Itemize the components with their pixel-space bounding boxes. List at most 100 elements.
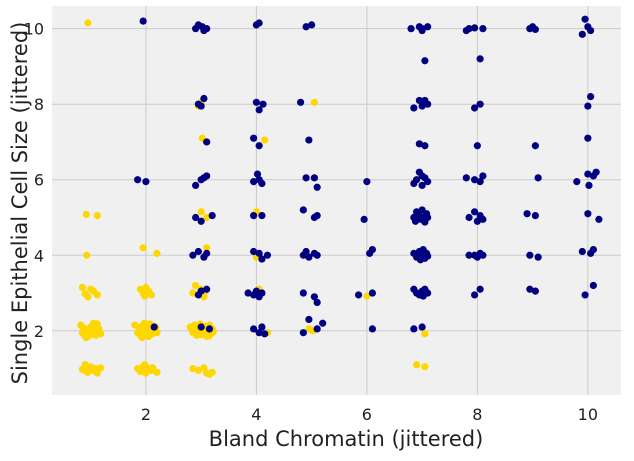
data-point bbox=[310, 98, 319, 106]
data-point bbox=[578, 247, 586, 256]
data-point bbox=[197, 208, 205, 216]
data-point bbox=[534, 174, 542, 182]
data-point bbox=[203, 213, 211, 222]
data-point bbox=[584, 102, 592, 110]
x-axis-label: Bland Chromatin (jittered) bbox=[209, 427, 484, 451]
data-point bbox=[89, 287, 98, 295]
data-point bbox=[465, 213, 473, 222]
data-point bbox=[244, 289, 252, 297]
data-point bbox=[197, 217, 205, 225]
data-point bbox=[418, 102, 426, 110]
y-tick-label: 10 bbox=[24, 20, 44, 39]
data-point bbox=[421, 57, 429, 65]
data-point bbox=[354, 291, 363, 299]
data-point bbox=[363, 178, 371, 186]
data-point bbox=[197, 287, 205, 295]
data-point bbox=[531, 25, 539, 34]
data-point bbox=[205, 332, 213, 340]
data-point bbox=[261, 330, 269, 338]
data-point bbox=[79, 324, 88, 332]
data-point bbox=[94, 328, 103, 336]
data-point bbox=[81, 361, 89, 369]
data-point bbox=[473, 217, 481, 225]
data-point bbox=[410, 104, 418, 112]
data-point bbox=[465, 25, 473, 33]
data-point bbox=[134, 176, 142, 184]
data-point bbox=[192, 327, 200, 335]
data-point bbox=[82, 210, 90, 219]
data-point bbox=[84, 293, 92, 301]
x-tick-label: 6 bbox=[362, 405, 372, 424]
data-point bbox=[78, 283, 86, 291]
data-point bbox=[313, 298, 321, 307]
data-point bbox=[83, 251, 91, 259]
data-point bbox=[87, 330, 95, 339]
data-point bbox=[585, 181, 593, 189]
data-point bbox=[255, 249, 263, 257]
data-point bbox=[255, 329, 263, 337]
data-point bbox=[255, 19, 263, 27]
data-point bbox=[418, 323, 426, 331]
y-tick-label: 6 bbox=[34, 171, 44, 190]
data-point bbox=[473, 142, 481, 150]
data-point bbox=[252, 287, 260, 295]
data-point bbox=[360, 215, 368, 223]
y-tick-label: 2 bbox=[34, 322, 44, 341]
data-point bbox=[476, 178, 484, 186]
data-point bbox=[198, 23, 206, 31]
data-point bbox=[526, 285, 534, 293]
data-point bbox=[319, 319, 327, 327]
data-point bbox=[479, 25, 487, 33]
data-point bbox=[141, 361, 149, 369]
data-point bbox=[526, 251, 534, 259]
data-point bbox=[302, 174, 310, 182]
data-point bbox=[296, 98, 305, 106]
data-point bbox=[421, 330, 429, 338]
data-point bbox=[424, 23, 432, 31]
data-point bbox=[203, 172, 211, 180]
data-point bbox=[258, 323, 266, 331]
data-point bbox=[592, 168, 600, 176]
y-tick-labels: 2 4 6 8 10 bbox=[24, 20, 44, 341]
data-point bbox=[141, 292, 149, 300]
data-point bbox=[531, 287, 539, 295]
data-point bbox=[139, 244, 147, 252]
data-point bbox=[313, 251, 321, 259]
data-point bbox=[255, 142, 263, 150]
data-point bbox=[255, 106, 263, 114]
data-point bbox=[363, 292, 371, 300]
data-point bbox=[299, 329, 307, 337]
data-point bbox=[203, 285, 211, 293]
data-point bbox=[471, 176, 479, 184]
data-point bbox=[263, 251, 272, 259]
data-point bbox=[200, 293, 208, 301]
data-point bbox=[203, 138, 211, 146]
data-point bbox=[313, 325, 321, 333]
data-point bbox=[258, 289, 266, 297]
data-point bbox=[208, 212, 216, 220]
data-point bbox=[531, 212, 539, 220]
data-point bbox=[368, 245, 377, 254]
data-point bbox=[261, 136, 269, 144]
data-point bbox=[205, 370, 214, 378]
data-point bbox=[418, 25, 426, 33]
data-point bbox=[368, 289, 377, 297]
data-point bbox=[148, 364, 157, 372]
data-point bbox=[471, 104, 479, 112]
data-point bbox=[189, 251, 197, 259]
data-point bbox=[305, 253, 313, 261]
data-point bbox=[82, 367, 90, 376]
data-point bbox=[413, 176, 421, 184]
data-point bbox=[523, 210, 531, 218]
data-point bbox=[250, 247, 258, 256]
data-point bbox=[91, 364, 99, 373]
data-point bbox=[200, 94, 208, 103]
x-tick-label: 10 bbox=[578, 405, 598, 424]
data-point bbox=[479, 172, 487, 180]
data-point bbox=[189, 364, 197, 373]
data-point bbox=[93, 212, 101, 220]
data-point bbox=[200, 364, 208, 372]
data-point bbox=[142, 178, 150, 186]
data-point bbox=[584, 210, 592, 218]
